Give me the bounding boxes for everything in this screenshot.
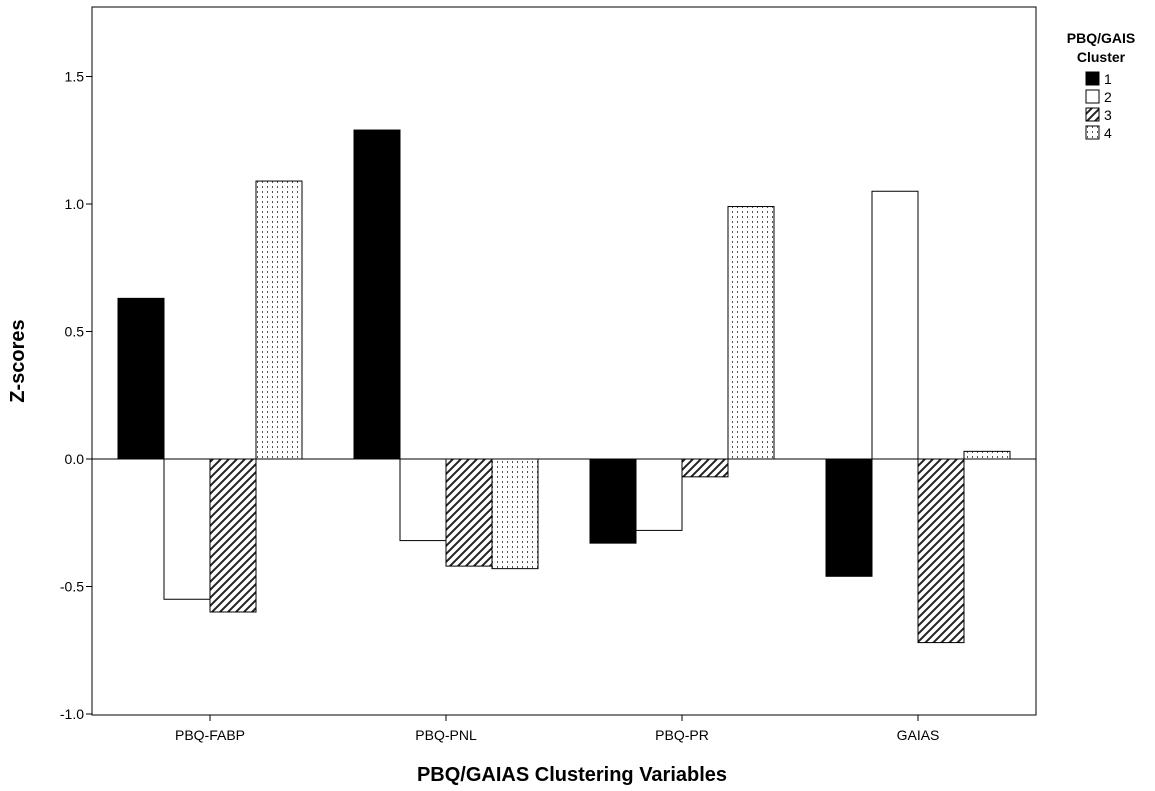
y-tick-label: 1.0 bbox=[65, 196, 85, 212]
legend-label-1: 1 bbox=[1104, 71, 1112, 87]
bar-pbq-pr-cluster-3 bbox=[681, 458, 729, 478]
legend-title-line1: PBQ/GAIS bbox=[1067, 30, 1135, 46]
y-axis-title: Z-scores bbox=[7, 319, 29, 402]
legend-label-2: 2 bbox=[1104, 89, 1112, 105]
x-tick-label: GAIAS bbox=[897, 727, 940, 743]
bar-pbq-fabp-cluster-4 bbox=[255, 180, 303, 460]
bar-gaias-cluster-1 bbox=[825, 458, 873, 577]
legend-swatch-1 bbox=[1085, 71, 1100, 86]
legend-swatch-4 bbox=[1085, 125, 1100, 140]
legend-title-line2: Cluster bbox=[1077, 49, 1126, 65]
x-tick-label: PBQ-FABP bbox=[175, 727, 245, 743]
bar-pbq-pnl-cluster-3 bbox=[445, 458, 493, 567]
bar-gaias-cluster-4 bbox=[963, 450, 1011, 460]
legend-label-3: 3 bbox=[1104, 107, 1112, 123]
x-tick-label: PBQ-PNL bbox=[415, 727, 477, 743]
bar-pbq-pnl-cluster-2 bbox=[399, 458, 447, 542]
bar-pbq-fabp-cluster-3 bbox=[209, 458, 257, 613]
legend-swatch-3 bbox=[1085, 107, 1100, 122]
bar-pbq-pnl-cluster-1 bbox=[353, 129, 401, 460]
bar-gaias-cluster-3 bbox=[917, 458, 965, 644]
y-tick-label: -0.5 bbox=[60, 579, 84, 595]
bar-pbq-pnl-cluster-4 bbox=[491, 458, 539, 570]
bar-gaias-cluster-2 bbox=[871, 190, 919, 460]
y-tick-label: 0.5 bbox=[65, 324, 85, 340]
y-tick-label: 0.0 bbox=[65, 451, 85, 467]
x-tick-label: PBQ-PR bbox=[655, 727, 709, 743]
bar-pbq-fabp-cluster-1 bbox=[117, 297, 165, 460]
bar-pbq-fabp-cluster-2 bbox=[163, 458, 211, 600]
bar-pbq-pr-cluster-1 bbox=[589, 458, 637, 544]
y-tick-label: -1.0 bbox=[60, 706, 84, 722]
legend-swatch-2 bbox=[1085, 89, 1100, 104]
legend-label-4: 4 bbox=[1104, 125, 1112, 141]
legend: PBQ/GAIS Cluster 1 2 3 4 bbox=[1067, 30, 1135, 141]
bar-pbq-pr-cluster-2 bbox=[635, 458, 683, 531]
bar-pbq-pr-cluster-4 bbox=[727, 206, 775, 460]
x-axis-title: PBQ/GAIAS Clustering Variables bbox=[417, 764, 727, 786]
y-tick-label: 1.5 bbox=[65, 69, 85, 85]
